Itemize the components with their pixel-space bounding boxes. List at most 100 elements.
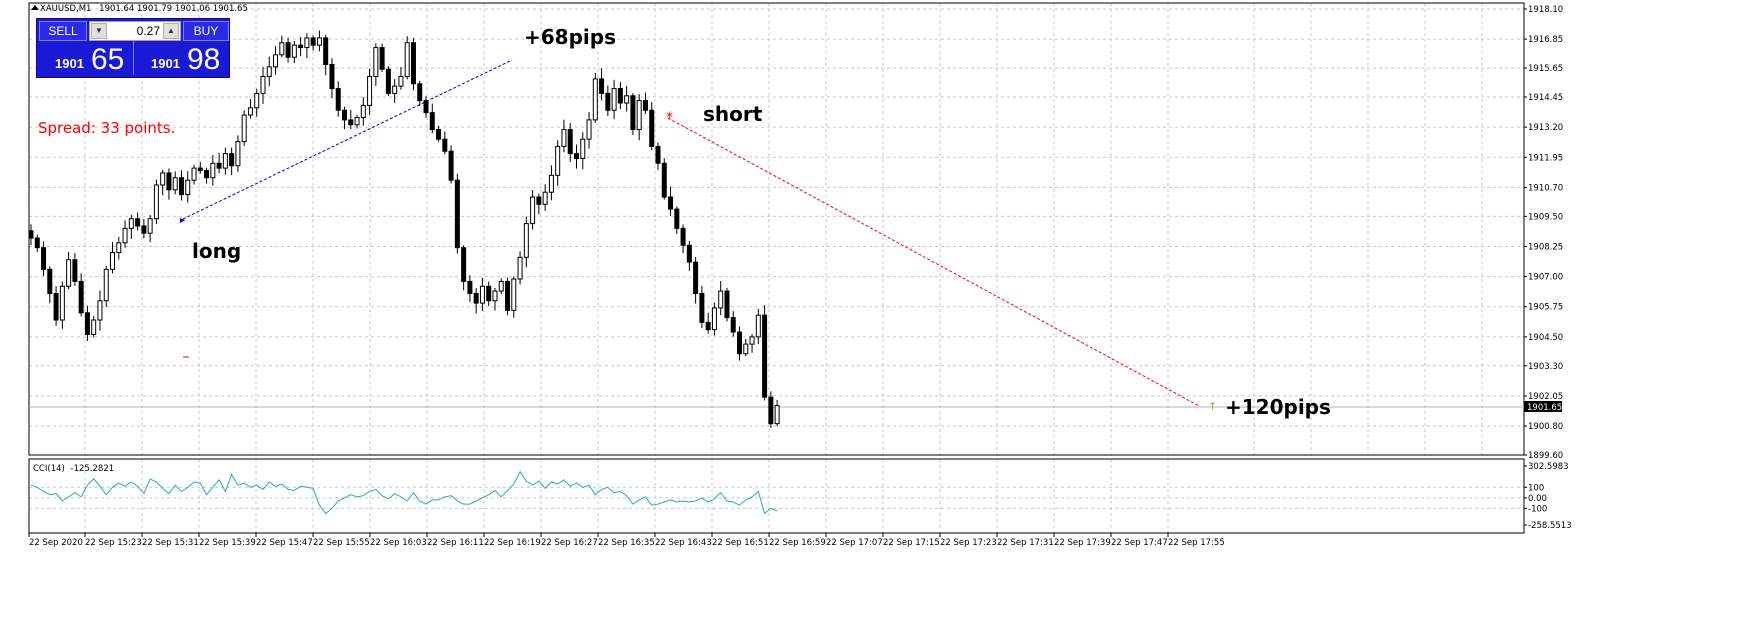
time-tick-label: 22 Sep 16:51 [712, 538, 769, 548]
candle-body [373, 47, 379, 78]
candle-body [624, 95, 630, 104]
price-tick-label: 1904.50 [1528, 333, 1563, 343]
candle-body [693, 261, 699, 294]
candlestick-series [28, 30, 780, 428]
candle-body [423, 100, 429, 114]
candle-body [680, 227, 686, 246]
candle-body [342, 109, 347, 121]
candle-body [655, 145, 661, 164]
candle-body [573, 153, 579, 159]
candle-body [548, 174, 554, 193]
pips-120-label: +120pips [1225, 395, 1331, 419]
candle-body [580, 138, 586, 159]
candle-body [599, 78, 605, 94]
candle-body [561, 129, 567, 147]
time-tick-label: 22 Sep 15:39 [199, 538, 256, 548]
candle-body [755, 314, 761, 338]
short-entry-marker: * [666, 110, 673, 126]
candle-body [348, 119, 354, 126]
time-tick-label: 22 Sep 16:43 [655, 538, 712, 548]
long-entry-marker: ▸ [180, 215, 185, 226]
sell-price-pips: 65 [91, 43, 125, 76]
candle-body [592, 78, 598, 121]
candle-body [97, 300, 103, 321]
pips-68-label: +68pips [524, 25, 616, 49]
candle-body [617, 88, 623, 104]
buy-price[interactable]: 1901 98 [135, 43, 227, 76]
candle-body [404, 42, 410, 78]
candle-body [172, 177, 178, 191]
price-tick-label: 1913.20 [1528, 123, 1563, 133]
candle-body [34, 237, 40, 249]
candle-body [448, 150, 454, 181]
price-tick-label: 1903.30 [1528, 362, 1563, 372]
candle-body [241, 114, 247, 143]
sell-button[interactable]: SELL [39, 21, 87, 41]
main-panel-border [28, 2, 1525, 456]
lot-size-stepper[interactable]: ▼ 0.27 ▲ [89, 21, 181, 41]
price-separator [133, 41, 134, 75]
candle-body [59, 285, 65, 321]
cci-name: CCI(14) [33, 464, 65, 474]
price-tick-label: 1907.00 [1528, 273, 1563, 283]
spread-label: Spread: 33 points. [38, 119, 175, 137]
price-tick-label: 1916.85 [1528, 35, 1563, 45]
candle-body [310, 37, 316, 46]
candle-body [417, 83, 423, 102]
candle-body [636, 100, 642, 131]
candle-body [385, 68, 391, 94]
buy-button[interactable]: BUY [183, 21, 229, 41]
cci-tick-label: 0.00 [1528, 494, 1547, 504]
time-tick-label: 22 Sep 15:31 [142, 538, 199, 548]
candle-body [642, 100, 648, 111]
time-tick-label: 22 Sep 17:07 [826, 538, 883, 548]
time-tick-label: 22 Sep 15:47 [256, 538, 313, 548]
sell-price[interactable]: 1901 65 [39, 43, 132, 76]
cci-tick-label: 302.5983 [1528, 462, 1569, 472]
candle-body [743, 343, 749, 355]
price-axis: 1918.10 1916.85 1915.65 1914.45 1913.20 1911.… [1524, 5, 1563, 461]
cci-value: -125.2821 [71, 464, 115, 474]
candle-body [505, 280, 511, 311]
time-tick-label: 22 Sep 17:55 [1168, 538, 1225, 548]
current-price-label: 1901.65 [1527, 403, 1562, 413]
time-tick-label: 22 Sep 15:55 [313, 538, 370, 548]
cci-panel-border [28, 458, 1525, 534]
candle-body [567, 129, 573, 155]
lot-size-value[interactable]: 0.27 [136, 24, 160, 38]
candle-body [686, 244, 692, 263]
candle-body [436, 129, 442, 140]
time-tick-label: 22 Sep 17:15 [883, 538, 940, 548]
candle-body [354, 116, 360, 126]
candle-body [461, 247, 467, 282]
candle-body [429, 112, 435, 131]
candle-body [605, 92, 611, 111]
chart-symbol: XAUUSD,M1 [40, 4, 91, 14]
cci-tick-label: -258.5513 [1528, 521, 1572, 531]
candle-body [768, 396, 774, 425]
lot-decrease-icon[interactable]: ▼ [91, 23, 107, 39]
cci-line [30, 470, 778, 515]
price-tick-label: 1899.60 [1528, 451, 1563, 461]
candle-body [185, 179, 191, 196]
price-tick-label: 1902.05 [1528, 392, 1563, 402]
candle-body [128, 218, 134, 229]
price-tick-label: 1909.50 [1528, 212, 1563, 222]
candle-body [222, 153, 228, 169]
candle-body [511, 278, 517, 311]
lot-increase-icon[interactable]: ▲ [163, 23, 179, 39]
chart-ohlc: 1901.64 1901.79 1901.06 1901.65 [99, 4, 248, 14]
candle-body [147, 218, 153, 234]
long-label: long [192, 239, 241, 263]
candle-body [467, 280, 473, 294]
time-axis: 22 Sep 2020 22 Sep 15:23 22 Sep 15:31 22 Se… [28, 533, 1225, 548]
candle-body [291, 44, 297, 58]
candle-body [486, 285, 492, 302]
collapse-triangle-icon[interactable] [31, 5, 39, 10]
candle-body [473, 292, 479, 304]
svg-text:XAUUSD,M1 1901.64 1901.79: XAUUSD,M1 1901.64 1901.79 1901.06 1901.6… [40, 4, 248, 14]
candle-body [116, 242, 122, 253]
candle-body [530, 196, 536, 225]
cci-tick-label: -100 [1528, 504, 1547, 514]
